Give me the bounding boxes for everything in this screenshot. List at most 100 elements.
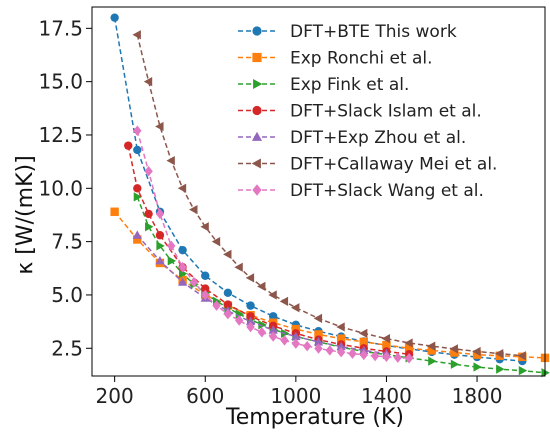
data-point [246, 321, 255, 333]
data-point [336, 322, 345, 332]
axes-layer: 200 600 1000 1400 1800 2.5 5.0 7.5 10.0 12.5 15.0 1… [38, 6, 546, 408]
data-point [381, 334, 391, 344]
data-point [155, 208, 165, 220]
data-point [291, 338, 301, 349]
x-axis-label: Temperature (K) [225, 405, 404, 430]
series-line [136, 234, 387, 355]
data-point [393, 352, 402, 363]
data-point [166, 155, 175, 166]
data-point [382, 351, 391, 363]
y-tick-label: 12.5 [38, 123, 83, 147]
x-tick-label: 1800 [452, 384, 503, 408]
data-point [472, 350, 482, 359]
legend-marker [251, 158, 261, 169]
data-point [426, 341, 436, 351]
series-6 [132, 30, 526, 361]
data-point [145, 222, 154, 232]
legend-label: DFT+BTE This work [290, 22, 457, 42]
y-tick-label: 2.5 [51, 336, 83, 360]
data-point [110, 13, 119, 22]
data-point [178, 261, 187, 273]
legend: DFT+BTE This work Exp Ronchi et al. Exp Fi… [238, 22, 497, 201]
data-point [212, 300, 221, 311]
data-point [201, 289, 210, 301]
data-point [348, 348, 357, 359]
data-point [143, 77, 153, 87]
data-point [189, 205, 198, 215]
data-point [235, 309, 245, 319]
y-tick-label: 15.0 [38, 70, 83, 94]
data-point [268, 325, 278, 334]
data-point [144, 165, 153, 177]
data-point [201, 284, 210, 293]
data-point [133, 125, 142, 136]
legend-entry: Exp Fink et al. [238, 75, 409, 95]
y-tick-label: 7.5 [51, 230, 83, 254]
data-point [223, 249, 232, 260]
data-point [257, 327, 267, 338]
data-point [314, 330, 323, 339]
data-point [314, 343, 323, 354]
legend-entry: DFT+Callaway Mei et al. [238, 155, 497, 175]
data-point [167, 240, 176, 252]
data-point [223, 308, 233, 320]
data-point [156, 241, 165, 251]
data-point [494, 348, 504, 359]
legend-label: DFT+Slack Islam et al. [290, 102, 482, 122]
legend-marker [251, 131, 263, 141]
data-point [179, 268, 188, 279]
data-point [404, 338, 413, 348]
y-axis-label: κ [W/(mK)] [13, 155, 38, 274]
data-point [177, 183, 187, 193]
data-point [258, 320, 267, 330]
y-tick-label: 10.0 [38, 176, 83, 200]
data-point [177, 277, 188, 286]
data-point [110, 207, 119, 216]
data-point [313, 313, 323, 324]
x-tick-label: 1400 [361, 384, 412, 408]
data-point [133, 192, 143, 202]
data-point [496, 364, 505, 374]
data-point [268, 290, 277, 300]
x-tick-label: 1000 [270, 384, 321, 408]
data-point [404, 344, 414, 353]
data-point [257, 281, 266, 292]
legend-label: DFT+Slack Wang et al. [290, 181, 484, 201]
data-point [245, 273, 255, 283]
data-point [382, 340, 391, 350]
legend-label: Exp Ronchi et al. [290, 49, 433, 69]
data-point [189, 276, 199, 288]
data-point [132, 30, 141, 40]
data-point [223, 288, 233, 298]
series-line [136, 196, 546, 374]
legend-marker [252, 26, 262, 36]
data-point [279, 296, 289, 306]
data-point [211, 237, 221, 247]
data-point [336, 346, 346, 358]
data-point [133, 235, 142, 244]
plot-frame [91, 6, 546, 377]
data-point [449, 344, 458, 354]
data-point [427, 346, 436, 355]
data-point [269, 331, 278, 342]
data-point [336, 334, 346, 343]
data-point [223, 300, 233, 309]
data-point [313, 337, 324, 346]
series-7 [133, 125, 414, 364]
legend-marker [252, 105, 262, 116]
legend-label: DFT+Exp Zhou et al. [290, 128, 466, 148]
legend-marker [252, 52, 262, 63]
data-point [155, 121, 164, 132]
legend-label: Exp Fink et al. [290, 75, 409, 95]
data-point [358, 328, 368, 338]
data-point [133, 184, 142, 193]
legend-entry: DFT+Slack Wang et al. [238, 181, 484, 201]
x-tick-label: 600 [186, 384, 224, 408]
data-point [124, 141, 133, 150]
data-point [359, 349, 368, 361]
legend-entry: DFT+Exp Zhou et al. [238, 128, 466, 148]
data-point [302, 340, 312, 352]
data-point [472, 346, 481, 357]
data-point [144, 209, 153, 219]
